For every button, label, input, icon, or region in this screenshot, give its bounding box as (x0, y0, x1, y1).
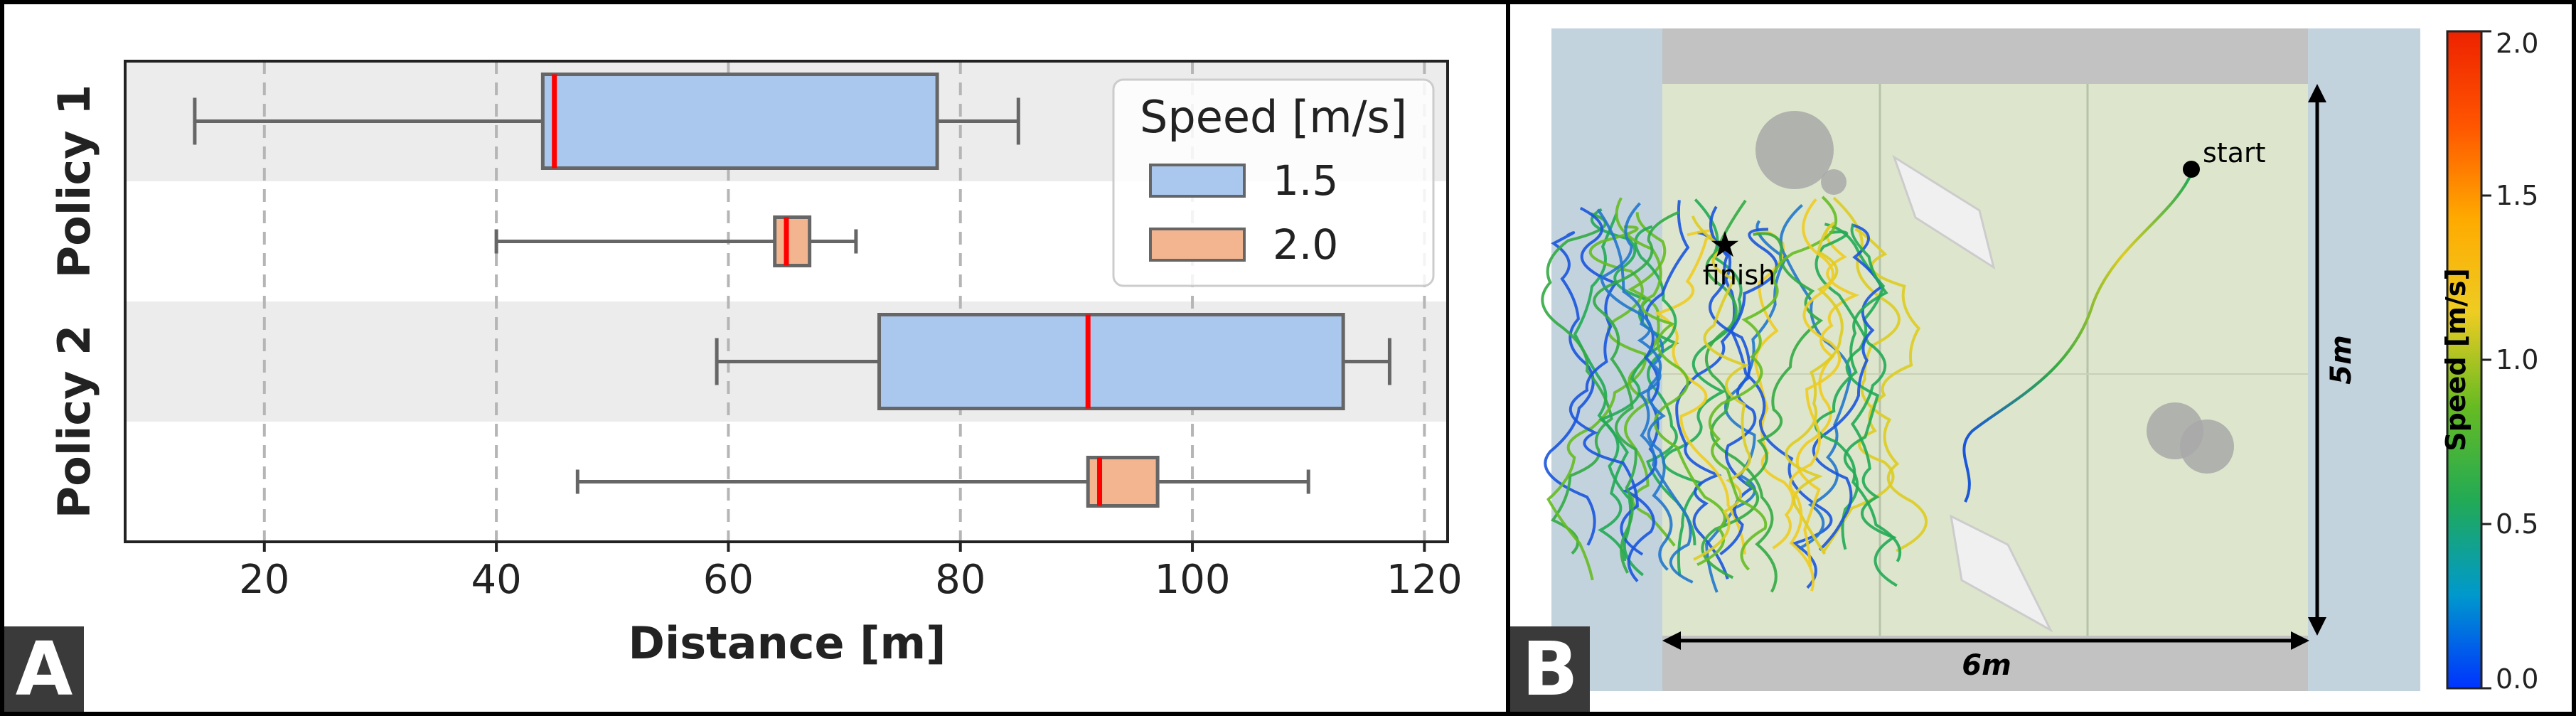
trajectory-bundle (1541, 196, 1928, 593)
trajectory-path (1623, 200, 1690, 582)
obstacle-panel (1892, 154, 1996, 270)
trajectory-path (1615, 197, 1726, 567)
trajectory-path (1600, 202, 1673, 571)
trajectory-path (1546, 225, 1647, 581)
obstacle-panel (1950, 514, 2053, 633)
legend-label: 1.5 (1273, 156, 1338, 205)
trajectory-path (1705, 199, 1778, 593)
arrow-head-icon (2291, 631, 2309, 650)
colorbar-tick-label: 2.0 (2496, 28, 2538, 59)
panel-b: start ★ finish 6m 5m 0.0 0.5 1.0 1.5 2.0 Spe… (1506, 0, 2576, 716)
trajectory-path (1596, 208, 1694, 584)
colorbar-tick-label: 1.5 (2496, 180, 2538, 211)
trajectory-path (1785, 221, 1844, 555)
arrow-head-icon (2308, 84, 2326, 102)
trajectory-path (1779, 203, 1851, 550)
trajectory-path (1662, 198, 1743, 576)
x-axis-label: Distance [m] (629, 617, 946, 669)
trajectory-path (1573, 213, 1630, 561)
x-tick-label: 60 (703, 557, 754, 603)
arrow-head-icon (1662, 631, 1681, 650)
trajectory-path (1815, 230, 1898, 587)
colorbar-label: Speed [m/s] (2440, 268, 2471, 451)
colorbar-tick-label: 0.0 (2496, 663, 2538, 695)
trajectory-path (1814, 223, 1902, 562)
trajectory-path (1541, 212, 1613, 555)
x-tick-label: 40 (471, 557, 521, 603)
finish-label: finish (1703, 260, 1775, 291)
trajectory-path (1832, 196, 1928, 552)
width-label: 6m (1962, 649, 2011, 682)
trajectory-path (1568, 206, 1644, 556)
box (494, 215, 858, 267)
panel-letter-b: B (1510, 626, 1590, 712)
legend-swatch (1149, 228, 1246, 262)
trajectory-path (1962, 173, 2193, 503)
arrow-head-icon (2308, 617, 2326, 636)
start-marker (2183, 161, 2200, 178)
colorbar (2446, 30, 2483, 690)
box-iqr (540, 73, 939, 170)
legend-title: Speed [m/s] (1140, 91, 1407, 143)
box-plot: 20 40 60 80 100 120 Policy 1 Policy 2 Distance… (48, 60, 1463, 669)
trajectory-path (1812, 223, 1883, 551)
x-tick-label: 120 (1386, 557, 1463, 603)
trajectory-path (1788, 198, 1842, 592)
panel-letter-a: A (4, 626, 84, 712)
colorbar-tick-label: 0.5 (2496, 508, 2538, 540)
legend: Speed [m/s] 1.5 2.0 (1112, 78, 1435, 287)
finish-star-icon: ★ (1709, 224, 1741, 265)
start-label: start (2203, 137, 2266, 169)
box (575, 456, 1310, 508)
box (193, 73, 1020, 170)
obstacle-round (2180, 420, 2234, 474)
height-label: 5m (2325, 335, 2358, 385)
box-iqr (877, 313, 1345, 410)
obstacle-round (1821, 169, 1847, 195)
plot-frame (124, 60, 1449, 543)
x-tick-label: 20 (239, 557, 289, 603)
trajectory-path (1590, 208, 1696, 545)
panel-a: 20 40 60 80 100 120 Policy 1 Policy 2 Distance… (0, 0, 1510, 716)
x-tick-label: 100 (1155, 557, 1231, 603)
legend-label: 2.0 (1273, 220, 1338, 269)
obstacle-round (1755, 111, 1834, 189)
trajectory-path (1701, 232, 1824, 579)
y-group-label: Policy 2 (48, 325, 100, 518)
trajectory-map: start ★ finish 6m 5m 0.0 0.5 1.0 1.5 2.0 Spe… (1541, 28, 2538, 695)
trajectory-path (1795, 223, 1860, 567)
box (715, 313, 1391, 410)
legend-swatch (1149, 164, 1246, 198)
trajectory-path (1593, 210, 1679, 574)
trajectory-path (1708, 196, 1838, 571)
x-tick-label: 80 (935, 557, 985, 603)
box-iqr (773, 215, 812, 267)
y-group-label: Policy 1 (48, 85, 100, 278)
trajectory-path (1654, 229, 1746, 555)
colorbar-tick-label: 1.0 (2496, 344, 2538, 375)
